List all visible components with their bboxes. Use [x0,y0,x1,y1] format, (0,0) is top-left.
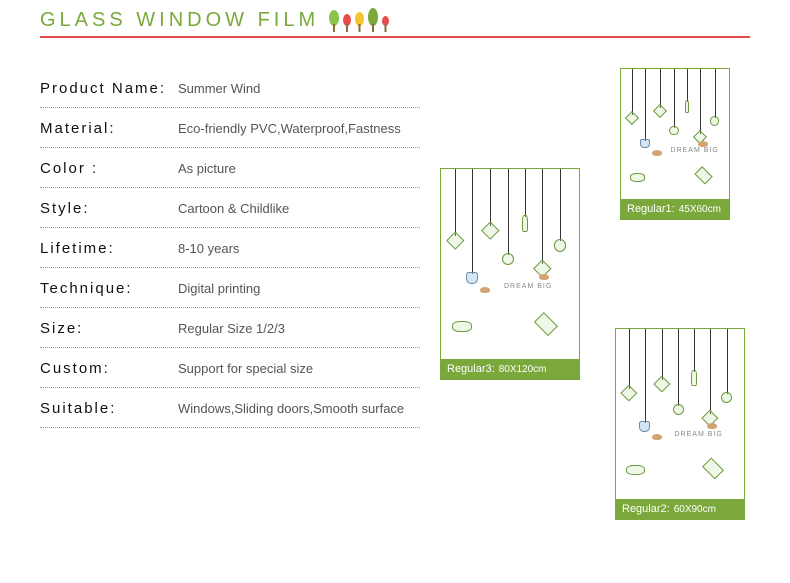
spec-row: Product Name: Summer Wind [40,68,420,108]
preview-label-size: 60X90cm [674,504,716,515]
preview-label-name: Regular1: [627,203,675,215]
preview-label-size: 80X120cm [499,364,547,375]
spec-value: Windows,Sliding doors,Smooth surface [178,401,404,416]
page-title: GLASS WINDOW FILM [40,9,319,32]
preview-label: Regular1: 45X60cm [621,199,729,219]
spec-row: Style: Cartoon & Childlike [40,188,420,228]
spec-label: Style: [40,200,170,217]
spec-list: Product Name: Summer Wind Material: Eco-fri… [40,68,420,428]
content: Product Name: Summer Wind Material: Eco-fri… [40,68,750,428]
spec-label: Suitable: [40,400,170,417]
tree-icons [327,8,391,32]
spec-value: 8-10 years [178,241,239,256]
spec-row: Technique: Digital printing [40,268,420,308]
spec-row: Color : As picture [40,148,420,188]
header: GLASS WINDOW FILM [40,8,750,38]
preview-panel: DREAM BIG Regular3: 80X120cm DREAM BIG Regul… [440,68,750,428]
preview-label-size: 45X60cm [679,204,721,215]
dream-text: DREAM BIG [675,431,723,438]
preview-label-name: Regular2: [622,503,670,515]
dream-text: DREAM BIG [504,283,552,290]
spec-row: Suitable: Windows,Sliding doors,Smooth su… [40,388,420,428]
spec-label: Color : [40,160,170,177]
preview-reg2: DREAM BIG Regular2: 60X90cm [615,328,745,520]
preview-reg3: DREAM BIG Regular3: 80X120cm [440,168,580,380]
spec-label: Size: [40,320,170,337]
preview-image: DREAM BIG [621,69,729,199]
spec-row: Size: Regular Size 1/2/3 [40,308,420,348]
spec-value: Support for special size [178,361,313,376]
spec-value: Cartoon & Childlike [178,201,289,216]
spec-value: Regular Size 1/2/3 [178,321,285,336]
spec-row: Lifetime: 8-10 years [40,228,420,268]
spec-label: Technique: [40,280,170,297]
preview-label: Regular2: 60X90cm [616,499,744,519]
spec-label: Lifetime: [40,240,170,257]
preview-image: DREAM BIG [616,329,744,499]
spec-label: Custom: [40,360,170,377]
dream-text: DREAM BIG [671,147,719,154]
spec-value: Eco-friendly PVC,Waterproof,Fastness [178,121,401,136]
spec-label: Product Name: [40,80,170,97]
spec-value: Digital printing [178,281,260,296]
spec-value: As picture [178,161,236,176]
spec-row: Material: Eco-friendly PVC,Waterproof,Fas… [40,108,420,148]
preview-label: Regular3: 80X120cm [441,359,579,379]
preview-reg1: DREAM BIG Regular1: 45X60cm [620,68,730,220]
spec-row: Custom: Support for special size [40,348,420,388]
preview-image: DREAM BIG [441,169,579,359]
preview-label-name: Regular3: [447,363,495,375]
spec-value: Summer Wind [178,81,260,96]
spec-label: Material: [40,120,170,137]
